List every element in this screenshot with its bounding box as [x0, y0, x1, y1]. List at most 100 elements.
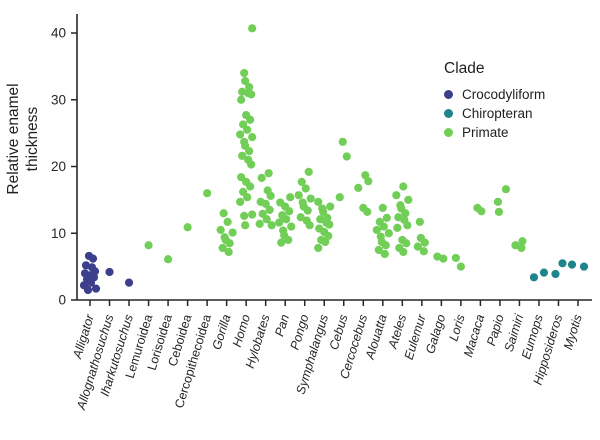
data-point	[372, 225, 381, 235]
y-tick-label: 0	[58, 293, 66, 308]
data-point	[551, 269, 560, 279]
data-point	[393, 223, 402, 233]
data-point	[314, 197, 323, 206]
data-point	[241, 76, 250, 86]
data-point	[380, 249, 389, 259]
data-point	[314, 243, 323, 253]
data-point	[374, 245, 383, 255]
data-point	[238, 151, 247, 160]
data-point	[224, 247, 233, 257]
data-point	[228, 228, 237, 237]
data-point	[246, 115, 255, 124]
data-point	[248, 210, 257, 219]
data-point	[144, 241, 153, 250]
data-point	[236, 197, 245, 206]
data-point	[262, 215, 271, 224]
data-point	[124, 278, 134, 287]
data-point	[325, 220, 334, 229]
data-point	[379, 222, 388, 231]
data-point	[245, 147, 254, 156]
data-point	[248, 133, 257, 142]
data-point	[241, 221, 250, 230]
crocodyliform-dot-icon	[444, 90, 453, 99]
data-point	[243, 125, 252, 134]
legend-item-primate: Primate	[444, 125, 545, 140]
legend-item-label: Chiropteran	[462, 106, 533, 121]
data-point	[399, 247, 408, 257]
data-point	[439, 254, 448, 263]
data-point	[218, 243, 227, 253]
data-point	[282, 215, 291, 224]
data-point	[88, 254, 98, 263]
y-tick-label: 20	[51, 159, 66, 174]
data-point	[477, 207, 486, 216]
legend-item-label: Crocodyliform	[462, 87, 546, 102]
data-point	[303, 206, 312, 215]
data-point	[240, 211, 249, 220]
data-point	[286, 193, 295, 202]
data-point	[294, 191, 303, 200]
data-point	[301, 184, 310, 193]
data-point	[304, 167, 313, 176]
data-point	[105, 267, 114, 277]
data-point	[83, 285, 93, 295]
data-point	[384, 229, 393, 238]
primate-dot-icon	[444, 128, 453, 137]
data-point	[284, 235, 293, 245]
data-point	[183, 223, 192, 232]
data-point	[363, 207, 372, 216]
data-point	[338, 137, 347, 146]
data-point	[402, 239, 411, 248]
legend-item-chiropteran: Chiropteran	[444, 106, 545, 121]
data-point	[163, 255, 173, 264]
y-tick-label: 10	[51, 226, 66, 241]
data-point	[415, 217, 424, 227]
data-point	[529, 273, 539, 282]
data-point	[558, 259, 567, 268]
data-point	[326, 202, 335, 211]
data-point	[404, 195, 413, 204]
data-point	[265, 205, 274, 214]
data-point	[275, 218, 284, 227]
data-point	[267, 221, 276, 230]
data-point	[403, 221, 412, 230]
data-point	[219, 209, 228, 218]
data-point	[354, 183, 363, 192]
data-point	[237, 95, 246, 104]
data-point	[247, 160, 256, 169]
data-point	[203, 189, 212, 198]
data-point	[264, 169, 273, 178]
data-point	[240, 68, 249, 78]
legend-title: Clade	[444, 60, 485, 77]
data-point	[381, 241, 390, 250]
data-point	[399, 182, 408, 191]
data-point	[319, 207, 328, 216]
y-tick-label: 40	[51, 26, 66, 41]
data-point	[91, 284, 101, 293]
data-point	[413, 242, 422, 251]
data-point	[261, 199, 270, 208]
data-point	[579, 262, 589, 271]
legend-item-label: Primate	[462, 125, 509, 140]
data-point	[501, 185, 511, 194]
legend-item-crocodyliform: Crocodyliform	[444, 87, 545, 102]
data-point	[243, 193, 252, 202]
y-axis-label: Relative enamel thickness	[5, 83, 41, 195]
data-point	[297, 177, 306, 186]
data-point	[378, 203, 387, 212]
data-point	[392, 191, 401, 200]
data-point	[257, 173, 266, 182]
data-point	[296, 213, 305, 222]
data-point	[493, 197, 503, 206]
data-point	[277, 238, 286, 247]
data-point	[419, 247, 428, 256]
data-point	[517, 243, 526, 253]
data-point	[364, 177, 373, 186]
data-point	[382, 213, 391, 222]
data-point	[567, 260, 577, 269]
data-point	[306, 194, 315, 203]
data-point	[223, 217, 232, 227]
data-point	[342, 152, 351, 161]
data-point	[316, 215, 325, 224]
